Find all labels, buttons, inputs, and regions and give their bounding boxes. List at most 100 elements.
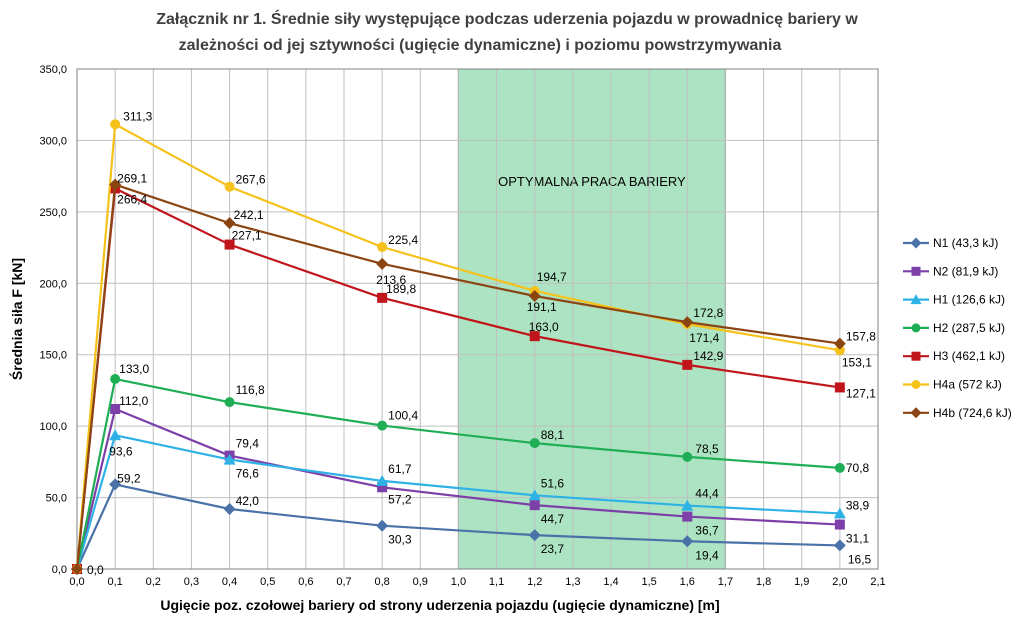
y-tick-label: 50,0 xyxy=(46,493,67,505)
data-point xyxy=(682,511,693,522)
data-point xyxy=(377,420,388,431)
data-point xyxy=(376,474,389,486)
data-label: 127,1 xyxy=(846,386,876,400)
legend-label: H3 (462,1 kJ) xyxy=(933,349,1005,363)
data-point xyxy=(833,507,846,519)
data-label: 16,5 xyxy=(848,552,872,566)
data-label: 189,8 xyxy=(386,282,416,296)
chart-title-line-1: Załącznik nr 1. Średnie siły występujące… xyxy=(156,9,858,28)
data-label: 31,1 xyxy=(846,532,870,546)
x-tick-label: 1,8 xyxy=(756,576,771,588)
data-point xyxy=(681,499,694,511)
y-tick-label: 250,0 xyxy=(39,207,67,219)
legend-marker xyxy=(911,323,921,333)
x-tick-label: 0,4 xyxy=(222,576,237,588)
data-label: 267,6 xyxy=(236,173,266,187)
data-label: 157,8 xyxy=(846,330,876,344)
y-tick-label: 350,0 xyxy=(39,64,67,76)
x-tick-label: 0,9 xyxy=(413,576,428,588)
x-tick-label: 0,2 xyxy=(146,576,161,588)
data-point xyxy=(377,482,388,493)
data-label: 19,4 xyxy=(695,548,719,562)
data-point xyxy=(833,337,846,350)
legend-label: N1 (43,3 kJ) xyxy=(933,236,998,250)
data-point xyxy=(110,374,121,384)
data-label: 61,7 xyxy=(388,462,412,476)
data-point xyxy=(681,316,694,329)
data-label: 112,0 xyxy=(119,394,148,408)
data-point xyxy=(529,438,540,449)
x-tick-label: 1,1 xyxy=(489,576,504,588)
legend-label: H1 (126,6 kJ) xyxy=(933,293,1005,307)
data-point xyxy=(834,519,845,530)
data-label: 88,1 xyxy=(541,428,565,442)
data-point xyxy=(529,500,540,511)
data-point xyxy=(376,519,389,532)
axis-ticks: 0,0 0,1 0,2 0,3 0,4 0,5 0,6 0,7 0,8 0,9 1,0 1,1 1,2 1… xyxy=(39,64,885,588)
x-tick-label: 0,5 xyxy=(260,576,275,588)
data-label: 213,6 xyxy=(376,273,406,287)
data-label: 266,4 xyxy=(117,192,147,206)
x-tick-label: 1,4 xyxy=(603,576,618,588)
data-point xyxy=(681,535,694,548)
data-labels: 59,2 42,0 30,3 23,7 19,4 16,5 112,0 79,4 57,2 44,… xyxy=(87,109,876,577)
legend-label: H4b (724,6 kJ) xyxy=(933,406,1012,420)
data-label: 23,7 xyxy=(541,542,565,556)
optimal-zone-band: OPTYMALNA PRACA BARIERY xyxy=(457,68,726,570)
data-label: 116,8 xyxy=(236,383,265,397)
data-label: 153,1 xyxy=(842,355,872,369)
data-point xyxy=(377,292,388,303)
data-label: 172,8 xyxy=(693,306,723,320)
data-label: 269,1 xyxy=(117,172,147,186)
data-label: 42,0 xyxy=(236,494,260,508)
data-label: 57,2 xyxy=(388,492,412,506)
data-label: 78,5 xyxy=(695,442,719,456)
data-point xyxy=(109,478,122,491)
data-label: 44,4 xyxy=(695,487,719,501)
legend-marker xyxy=(910,407,922,419)
x-tick-label: 1,7 xyxy=(718,576,733,588)
data-label: 311,3 xyxy=(123,109,152,123)
chart-title-line-2: zależności od jej sztywności (ugięcie dy… xyxy=(179,37,782,54)
x-tick-label: 0,3 xyxy=(184,576,199,588)
data-point xyxy=(223,453,236,465)
x-tick-label: 0,0 xyxy=(69,576,84,588)
x-tick-label: 0,1 xyxy=(107,576,122,588)
data-point xyxy=(376,257,389,270)
legend-marker xyxy=(911,351,921,361)
data-label: 70,8 xyxy=(846,461,870,475)
x-tick-label: 2,0 xyxy=(832,576,847,588)
data-label: 191,1 xyxy=(527,300,557,314)
data-label: 0,0 xyxy=(87,563,104,577)
data-label: 100,4 xyxy=(388,409,418,423)
data-point xyxy=(529,331,540,342)
data-point xyxy=(224,397,235,408)
y-tick-label: 300,0 xyxy=(39,135,67,147)
plot-area-border xyxy=(76,68,879,570)
data-point xyxy=(528,290,541,302)
data-label: 30,3 xyxy=(388,533,412,547)
legend-label: H2 (287,5 kJ) xyxy=(933,321,1005,335)
y-tick-label: 150,0 xyxy=(39,350,67,362)
data-label: 93,6 xyxy=(109,444,133,458)
data-label: 133,0 xyxy=(119,362,149,376)
data-label: 163,0 xyxy=(529,320,559,334)
data-point xyxy=(110,404,121,414)
data-point xyxy=(223,503,236,515)
data-point xyxy=(834,345,845,356)
x-tick-label: 1,9 xyxy=(794,576,809,588)
data-point xyxy=(109,178,122,191)
data-label: 38,9 xyxy=(846,498,870,512)
y-tick-label: 200,0 xyxy=(39,278,67,290)
data-label: 79,4 xyxy=(236,437,260,451)
legend: N1 (43,3 kJ) N2 (81,9 kJ) H1 (126,6 kJ) H2 … xyxy=(903,236,1012,420)
data-point xyxy=(223,217,236,230)
data-point xyxy=(834,382,845,393)
data-label: 227,1 xyxy=(232,229,262,243)
x-tick-label: 1,6 xyxy=(680,576,695,588)
series-lines xyxy=(71,119,846,575)
data-point xyxy=(528,529,541,542)
data-label: 242,1 xyxy=(234,208,264,222)
data-label: 76,6 xyxy=(236,467,260,481)
x-tick-label: 0,8 xyxy=(374,576,389,588)
